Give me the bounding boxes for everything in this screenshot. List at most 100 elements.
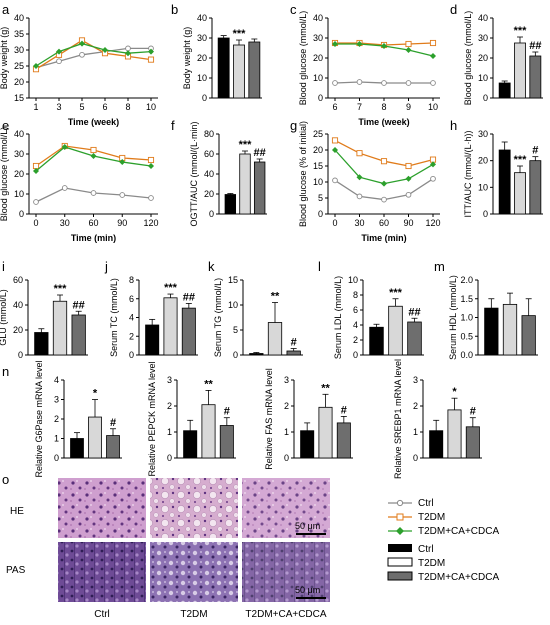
y-axis-title: Relative PEPCK mRNA level: [147, 361, 157, 476]
y-tick-label: 15: [228, 275, 238, 285]
bar: [447, 409, 462, 459]
panel-letter-f: f: [171, 118, 175, 133]
col-label-ca: T2DM+CA+CDCA: [245, 609, 326, 620]
data-point: [79, 51, 85, 58]
y-tick-label: 10: [228, 300, 238, 310]
y-tick-label: 0: [129, 350, 134, 360]
y-tick-label: 40: [478, 13, 488, 23]
data-point: [90, 153, 97, 159]
micrograph-he-ca: [242, 478, 330, 538]
x-tick-label: 10: [428, 102, 438, 112]
y-axis-title: Serum TG (mmol/L): [213, 278, 223, 357]
y-tick-label: 20: [13, 325, 23, 335]
x-tick-label: 0: [33, 218, 38, 228]
y-axis-title: Body weight (g): [0, 27, 9, 90]
chart-n2: 0 1 2 3 Relative PEPCK mRNA level ** #: [147, 361, 236, 477]
y-tick-label: 0: [318, 93, 323, 103]
x-axis-title: Time (week): [68, 117, 119, 127]
y-tick-label: 40: [14, 129, 24, 139]
significance-mark: **: [204, 378, 213, 390]
bar: [224, 194, 237, 215]
histology-panel: HE PAS 50 μm 50 μm Ctrl T2DM T2DM+CA+CDC…: [6, 478, 330, 620]
bar: [163, 297, 178, 356]
panel-letter-b: b: [171, 2, 178, 17]
panel-letter-k: k: [208, 259, 215, 274]
x-tick-label: 120: [143, 218, 158, 228]
y-tick-label: 10: [478, 182, 488, 192]
micrograph-he-t2dm: [150, 478, 238, 538]
y-tick-label: 80: [204, 129, 214, 139]
data-point: [33, 63, 39, 69]
data-point: [32, 162, 40, 170]
x-tick-label: 7: [357, 102, 362, 112]
y-tick-label: 40: [204, 169, 214, 179]
data-point: [405, 80, 412, 86]
data-point: [33, 168, 39, 174]
y-tick-label: 2.0: [460, 275, 473, 285]
line-legend: Ctrl T2DM T2DM+CA+CDCA: [388, 498, 499, 537]
significance-mark: #: [291, 337, 297, 349]
y-tick-label: 3: [413, 375, 418, 385]
y-tick-label: 1: [413, 427, 418, 437]
y-tick-label: 60: [204, 149, 214, 159]
data-point: [381, 43, 387, 49]
y-axis-title: Serum TC (mmol/L): [109, 278, 119, 357]
significance-mark: ##: [254, 147, 266, 159]
y-tick-label: 1.5: [460, 294, 473, 304]
data-point: [405, 191, 412, 198]
chart-n: 0 1 2 3 4 Relative G6Pase mRNA level * #: [34, 360, 122, 478]
y-tick-label: 30: [14, 149, 24, 159]
y-tick-label: 30: [478, 129, 488, 139]
y-tick-label: 0: [19, 209, 24, 219]
legend-label-t2dm: T2DM: [418, 512, 445, 523]
series-line: [35, 47, 151, 69]
data-point: [147, 156, 155, 164]
panel-letter-j: j: [104, 259, 108, 274]
panel-letter-c: c: [290, 2, 297, 17]
significance-mark: ***: [389, 287, 403, 299]
chart-n3: 0 1 2 3 Relative FAS mRNA level ** #: [264, 368, 353, 470]
bar: [145, 324, 160, 356]
panel-letter-g: g: [290, 118, 297, 133]
bar: [71, 314, 86, 356]
chart-e: 0 10 20 30 40 Blood glucose (mmol/L) 0 30 60 90 12…: [0, 127, 159, 243]
significance-mark: ***: [514, 25, 528, 37]
data-point: [430, 80, 436, 86]
chart-c: 0 10 20 30 40 Blood glucose (mmol/L) 6 7 8 9 10 Tim…: [298, 11, 440, 127]
y-tick-label: 8: [353, 290, 358, 300]
bar: [52, 300, 68, 356]
x-tick-label: 5: [79, 102, 84, 112]
data-point: [61, 144, 68, 150]
legend-swatch-ca: [387, 571, 413, 581]
scale-bar-pas-label: 50 μm: [295, 585, 320, 595]
chart-i: 0 20 40 60 GLU (mmol/L) *** ##: [0, 275, 88, 360]
panel-letter-d: d: [450, 2, 457, 17]
data-point: [148, 48, 154, 55]
panel-letter-n: n: [2, 364, 9, 379]
bar: [388, 305, 403, 356]
y-axis-title: OGTT/AUC (mmol/(L·min): [189, 122, 199, 227]
significance-mark: ***: [514, 154, 528, 166]
bar: [201, 404, 216, 459]
bar: [318, 406, 333, 459]
x-axis-title: Time (min): [71, 233, 116, 243]
data-point: [331, 137, 339, 144]
y-tick-label: 20: [313, 145, 323, 155]
y-tick-label: 30: [14, 45, 24, 55]
data-point: [102, 47, 108, 53]
bar: [514, 42, 526, 99]
y-tick-label: 20: [197, 53, 207, 63]
y-tick-label: 10: [478, 73, 488, 83]
bar: [521, 315, 536, 356]
data-point: [356, 150, 363, 157]
y-axis-title: Serum HDL (mmol/L): [448, 275, 458, 360]
data-point: [332, 41, 338, 47]
x-tick-label: 120: [425, 218, 440, 228]
y-tick-label: 0: [483, 93, 488, 103]
y-tick-label: 6: [353, 305, 358, 315]
y-axis-title: Blood glucose (% of initial): [298, 121, 308, 227]
